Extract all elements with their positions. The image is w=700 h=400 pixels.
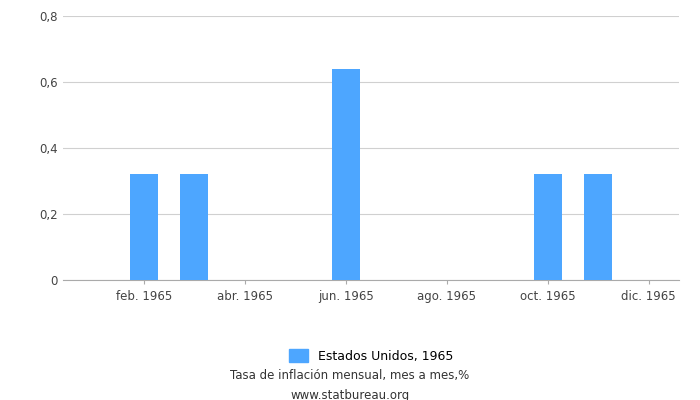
Text: Tasa de inflación mensual, mes a mes,%: Tasa de inflación mensual, mes a mes,% <box>230 370 470 382</box>
Text: www.statbureau.org: www.statbureau.org <box>290 390 410 400</box>
Legend: Estados Unidos, 1965: Estados Unidos, 1965 <box>284 344 458 368</box>
Bar <box>534 174 561 280</box>
Bar <box>181 174 208 280</box>
Bar <box>584 174 612 280</box>
Bar <box>130 174 158 280</box>
Bar <box>332 69 360 280</box>
